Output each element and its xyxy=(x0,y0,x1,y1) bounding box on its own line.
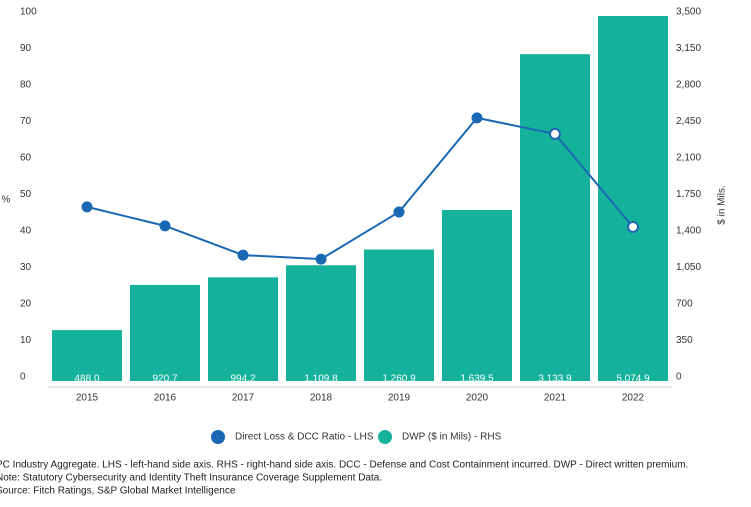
x-tick-label: 2019 xyxy=(388,393,411,404)
bar-value-label: 1,260.9 xyxy=(382,374,416,385)
bars xyxy=(52,16,668,381)
y-axis-label: % xyxy=(2,195,11,206)
bar-value-label: 3,133.9 xyxy=(538,374,572,385)
y2-tick-label: 3,500 xyxy=(676,7,701,18)
x-tick-label: 2021 xyxy=(544,393,567,404)
x-tick-label: 2022 xyxy=(622,393,645,404)
x-tick-label: 2017 xyxy=(232,393,255,404)
y2-tick-label: 0 xyxy=(676,372,682,383)
y-tick-label: 0 xyxy=(20,372,26,383)
bar xyxy=(286,265,356,381)
legend-label: Direct Loss & DCC Ratio - LHS xyxy=(235,432,374,443)
y-tick-label: 20 xyxy=(20,299,32,310)
x-tick-label: 2020 xyxy=(466,393,489,404)
line xyxy=(86,116,634,261)
y-tick-label: 80 xyxy=(20,80,32,91)
bar-value-label: 488.0 xyxy=(74,374,99,385)
y2-tick-label: 2,100 xyxy=(676,153,701,164)
y2-tick-label: 1,400 xyxy=(676,226,701,237)
line-point xyxy=(237,249,249,261)
legend-label: DWP ($ in Mils) - RHS xyxy=(402,432,502,443)
line-point xyxy=(471,112,483,124)
y-tick-label: 60 xyxy=(20,153,32,164)
y-tick-label: 50 xyxy=(20,189,32,200)
footnote: Note: Statutory Cybersecurity and Identi… xyxy=(0,473,382,484)
line-point xyxy=(393,206,405,218)
line-point xyxy=(315,253,327,265)
line-point xyxy=(159,220,171,232)
bar-value-label: 1,639.5 xyxy=(460,374,494,385)
y-tick-label: 70 xyxy=(20,116,32,127)
y-tick-label: 10 xyxy=(20,335,32,346)
x-tick-label: 2015 xyxy=(76,393,99,404)
y2-tick-label: 2,450 xyxy=(676,116,701,127)
legend-marker xyxy=(378,430,392,444)
bar xyxy=(364,249,434,381)
y-tick-label: 100 xyxy=(20,7,37,18)
y2-tick-label: 1,050 xyxy=(676,262,701,273)
y2-tick-label: 350 xyxy=(676,335,693,346)
bar xyxy=(442,210,512,381)
bar xyxy=(598,16,668,381)
bar xyxy=(208,277,278,381)
bar-value-label: 920.7 xyxy=(152,374,177,385)
y2-axis-label: $ in Mils. xyxy=(717,185,728,224)
bar-value-label: 1,109.8 xyxy=(304,374,338,385)
y2-tick-label: 3,150 xyxy=(676,43,701,54)
y2-tick-label: 1,750 xyxy=(676,189,701,200)
bar xyxy=(130,284,200,381)
bar-value-label: 994.2 xyxy=(230,374,255,385)
x-tick-label: 2016 xyxy=(154,393,177,404)
bar xyxy=(52,330,122,381)
line-point xyxy=(627,220,639,233)
y-tick-label: 90 xyxy=(20,43,32,54)
footnote: Source: Fitch Ratings, S&P Global Market… xyxy=(0,486,236,497)
legend-marker xyxy=(211,430,225,444)
x-tick-label: 2018 xyxy=(310,393,333,404)
y-tick-label: 40 xyxy=(20,226,32,237)
y2-tick-label: 2,800 xyxy=(676,80,701,91)
footnote: PC Industry Aggregate. LHS - left-hand s… xyxy=(0,460,688,471)
y2-tick-label: 700 xyxy=(676,299,693,310)
bar xyxy=(520,54,590,381)
line-point xyxy=(549,127,561,140)
line-point xyxy=(81,201,93,213)
y-tick-label: 30 xyxy=(20,262,32,273)
bar-value-label: 5,074.9 xyxy=(616,374,650,385)
